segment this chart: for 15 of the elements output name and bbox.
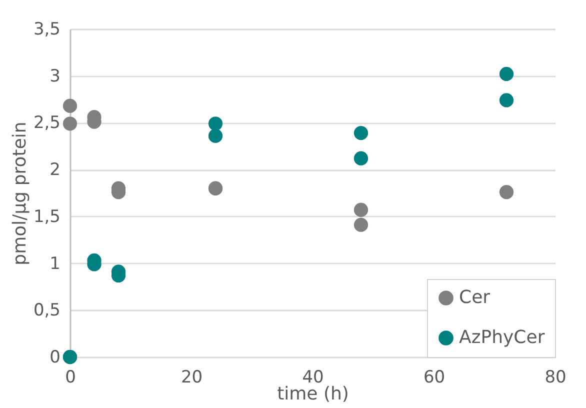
legend-label: Cer [459, 287, 491, 308]
y-tick-label: 0,5 [33, 300, 60, 321]
y-tick-label: 1,5 [33, 206, 60, 227]
x-tick-label: 20 [180, 368, 203, 388]
y-tick-label: 2 [50, 160, 60, 180]
x-tick-label: 60 [423, 368, 446, 388]
x-tick-label: 80 [544, 368, 566, 388]
y-tick-label: 2,5 [33, 113, 60, 134]
y-tick-label: 1 [50, 254, 60, 274]
y-tick-label: 3 [50, 66, 60, 86]
y-tick-label: 3,5 [33, 20, 60, 40]
y-tick-label: 0 [50, 348, 60, 368]
y-axis-title: pmol/µg protein [9, 122, 30, 266]
legend-label: AzPhyCer [459, 327, 546, 348]
x-tick-label: 0 [65, 368, 76, 388]
